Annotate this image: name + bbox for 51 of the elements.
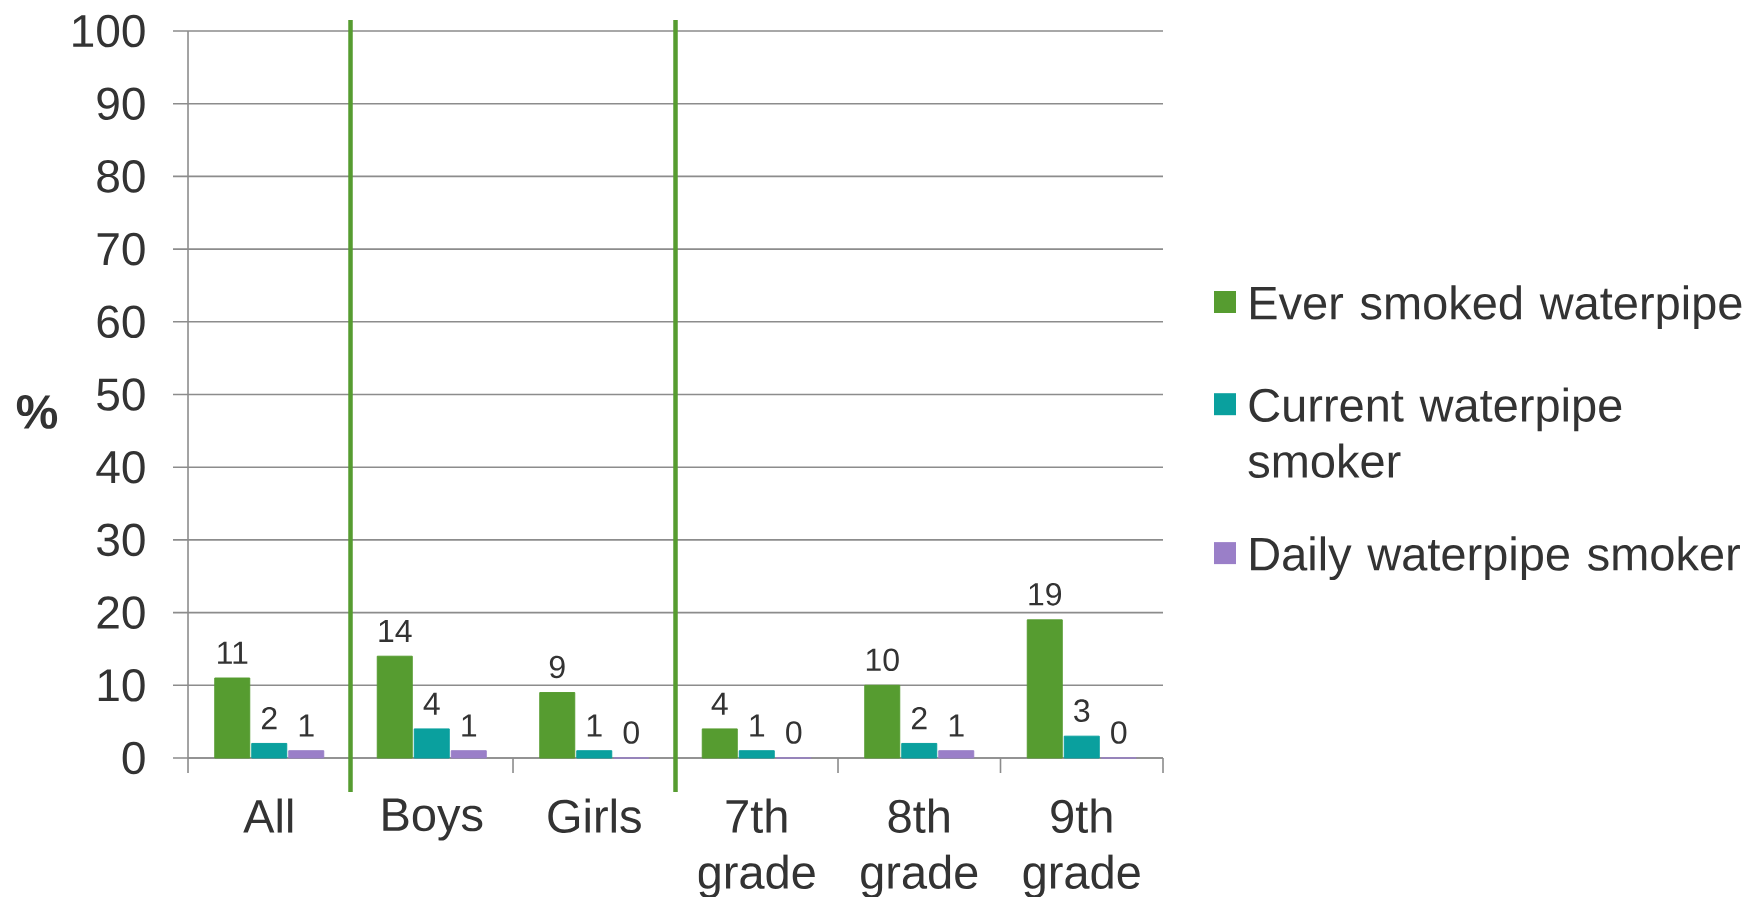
bar xyxy=(251,742,288,759)
bar xyxy=(1026,619,1063,759)
y-tick-label: 30 xyxy=(97,523,145,557)
bar xyxy=(413,728,450,759)
legend-label: Daily waterpipe smoker xyxy=(1251,536,1740,581)
data-label: 1 xyxy=(949,714,964,737)
bar xyxy=(701,728,738,759)
y-axis-title: % xyxy=(16,395,58,429)
data-label: 1 xyxy=(299,714,314,737)
y-tick-label: 90 xyxy=(97,87,145,120)
bar xyxy=(738,750,775,759)
y-tick-label: 10 xyxy=(98,669,145,702)
data-label: 10 xyxy=(866,648,899,672)
bar xyxy=(938,750,975,759)
bar xyxy=(288,750,325,759)
data-label: 11 xyxy=(218,641,248,664)
y-tick-label: 50 xyxy=(97,378,145,411)
y-tick-label: 70 xyxy=(97,232,145,266)
x-tick-label: Boys xyxy=(383,798,483,841)
data-label: 2 xyxy=(261,706,277,730)
data-label: 1 xyxy=(750,714,765,737)
data-label: 0 xyxy=(1111,721,1127,744)
y-tick-label: 60 xyxy=(97,305,145,339)
data-label: 4 xyxy=(711,692,728,715)
bar xyxy=(1063,735,1100,759)
y-tick-label: 20 xyxy=(97,596,145,629)
bar xyxy=(214,677,251,759)
data-label: 3 xyxy=(1074,699,1090,722)
data-label: 19 xyxy=(1029,583,1062,606)
data-label: 1 xyxy=(462,714,477,737)
bar xyxy=(376,655,413,759)
legend-label: Current waterpipe smoker xyxy=(1248,387,1622,478)
data-label: 2 xyxy=(911,706,927,730)
data-label: 9 xyxy=(549,655,565,679)
data-label: 14 xyxy=(379,620,412,643)
x-tick-label: Girls xyxy=(548,798,641,834)
data-label: 1 xyxy=(587,714,602,737)
bar xyxy=(901,742,938,759)
y-tick-label: 100 xyxy=(73,14,145,48)
bar xyxy=(450,750,487,759)
data-label: 0 xyxy=(786,721,802,744)
data-label: 0 xyxy=(623,721,639,744)
bar xyxy=(576,750,613,759)
bar xyxy=(864,684,901,759)
legend-label: Ever smoked waterpipe xyxy=(1251,285,1742,329)
bar xyxy=(539,692,576,759)
data-label: 4 xyxy=(423,692,440,715)
x-tick-label: All xyxy=(243,798,293,833)
y-tick-label: 0 xyxy=(122,741,145,775)
y-tick-label: 40 xyxy=(96,450,145,484)
y-tick-label: 80 xyxy=(97,160,145,193)
